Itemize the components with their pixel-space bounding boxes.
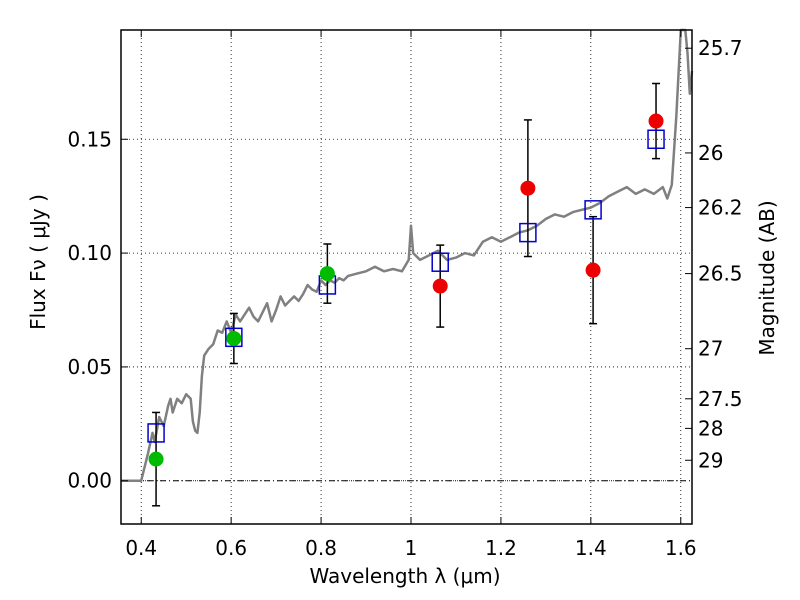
y-axis-label: Flux Fν ( μJy ) [26, 194, 50, 330]
model-square-marker [647, 129, 665, 150]
x-axis-label: Wavelength λ (μm) [309, 564, 500, 588]
magnitude-tick-label: 25.7 [698, 36, 743, 60]
x-tick-label: 1.6 [665, 536, 697, 560]
data-point-marker [432, 278, 448, 294]
model-square-marker [584, 200, 602, 220]
data-markers [147, 113, 665, 467]
error-bars [152, 82, 661, 507]
plot-frame [120, 29, 693, 525]
data-point-marker [585, 262, 601, 278]
y-tick-label: 0.15 [67, 127, 112, 151]
x-tick-label: 0.8 [305, 536, 337, 560]
data-point-marker [148, 451, 164, 467]
magnitude-tick-label: 29 [698, 448, 723, 472]
model-square-marker [147, 423, 165, 443]
magnitude-tick-label: 26.5 [698, 262, 743, 286]
y-tick-label: 0.00 [67, 469, 112, 493]
x-tick-label: 0.6 [215, 536, 247, 560]
x-tick-label: 0.4 [125, 536, 157, 560]
grid [121, 30, 692, 524]
x-tick-label: 1 [405, 536, 418, 560]
model-square-marker [225, 327, 243, 348]
data-point-marker [648, 113, 664, 129]
y-tick-label: 0.05 [67, 355, 112, 379]
data-point-marker [319, 266, 335, 282]
magnitude-axis-label: Magnitude (AB) [755, 200, 779, 355]
magnitude-tick-label: 26 [698, 141, 723, 165]
y-tick-label: 0.10 [67, 241, 112, 265]
axis-ticks: 0.4 0.6 0.8 1 1.2 1.4 1.6 0.00 0.05 0.10 0.15 25.7 2… [67, 30, 743, 560]
magnitude-tick-label: 28 [698, 416, 723, 440]
magnitude-tick-label: 26.2 [698, 196, 743, 220]
magnitude-tick-label: 27 [698, 337, 723, 361]
template-spectrum [121, 28, 694, 482]
magnitude-tick-label: 27.5 [698, 387, 743, 411]
model-square-marker [519, 222, 537, 243]
data-point-marker [226, 330, 242, 346]
template-spectrum-line [121, 28, 694, 482]
x-tick-label: 1.2 [485, 536, 517, 560]
data-point-marker [520, 180, 536, 196]
x-tick-label: 1.4 [575, 536, 607, 560]
model-square-marker [431, 252, 449, 272]
